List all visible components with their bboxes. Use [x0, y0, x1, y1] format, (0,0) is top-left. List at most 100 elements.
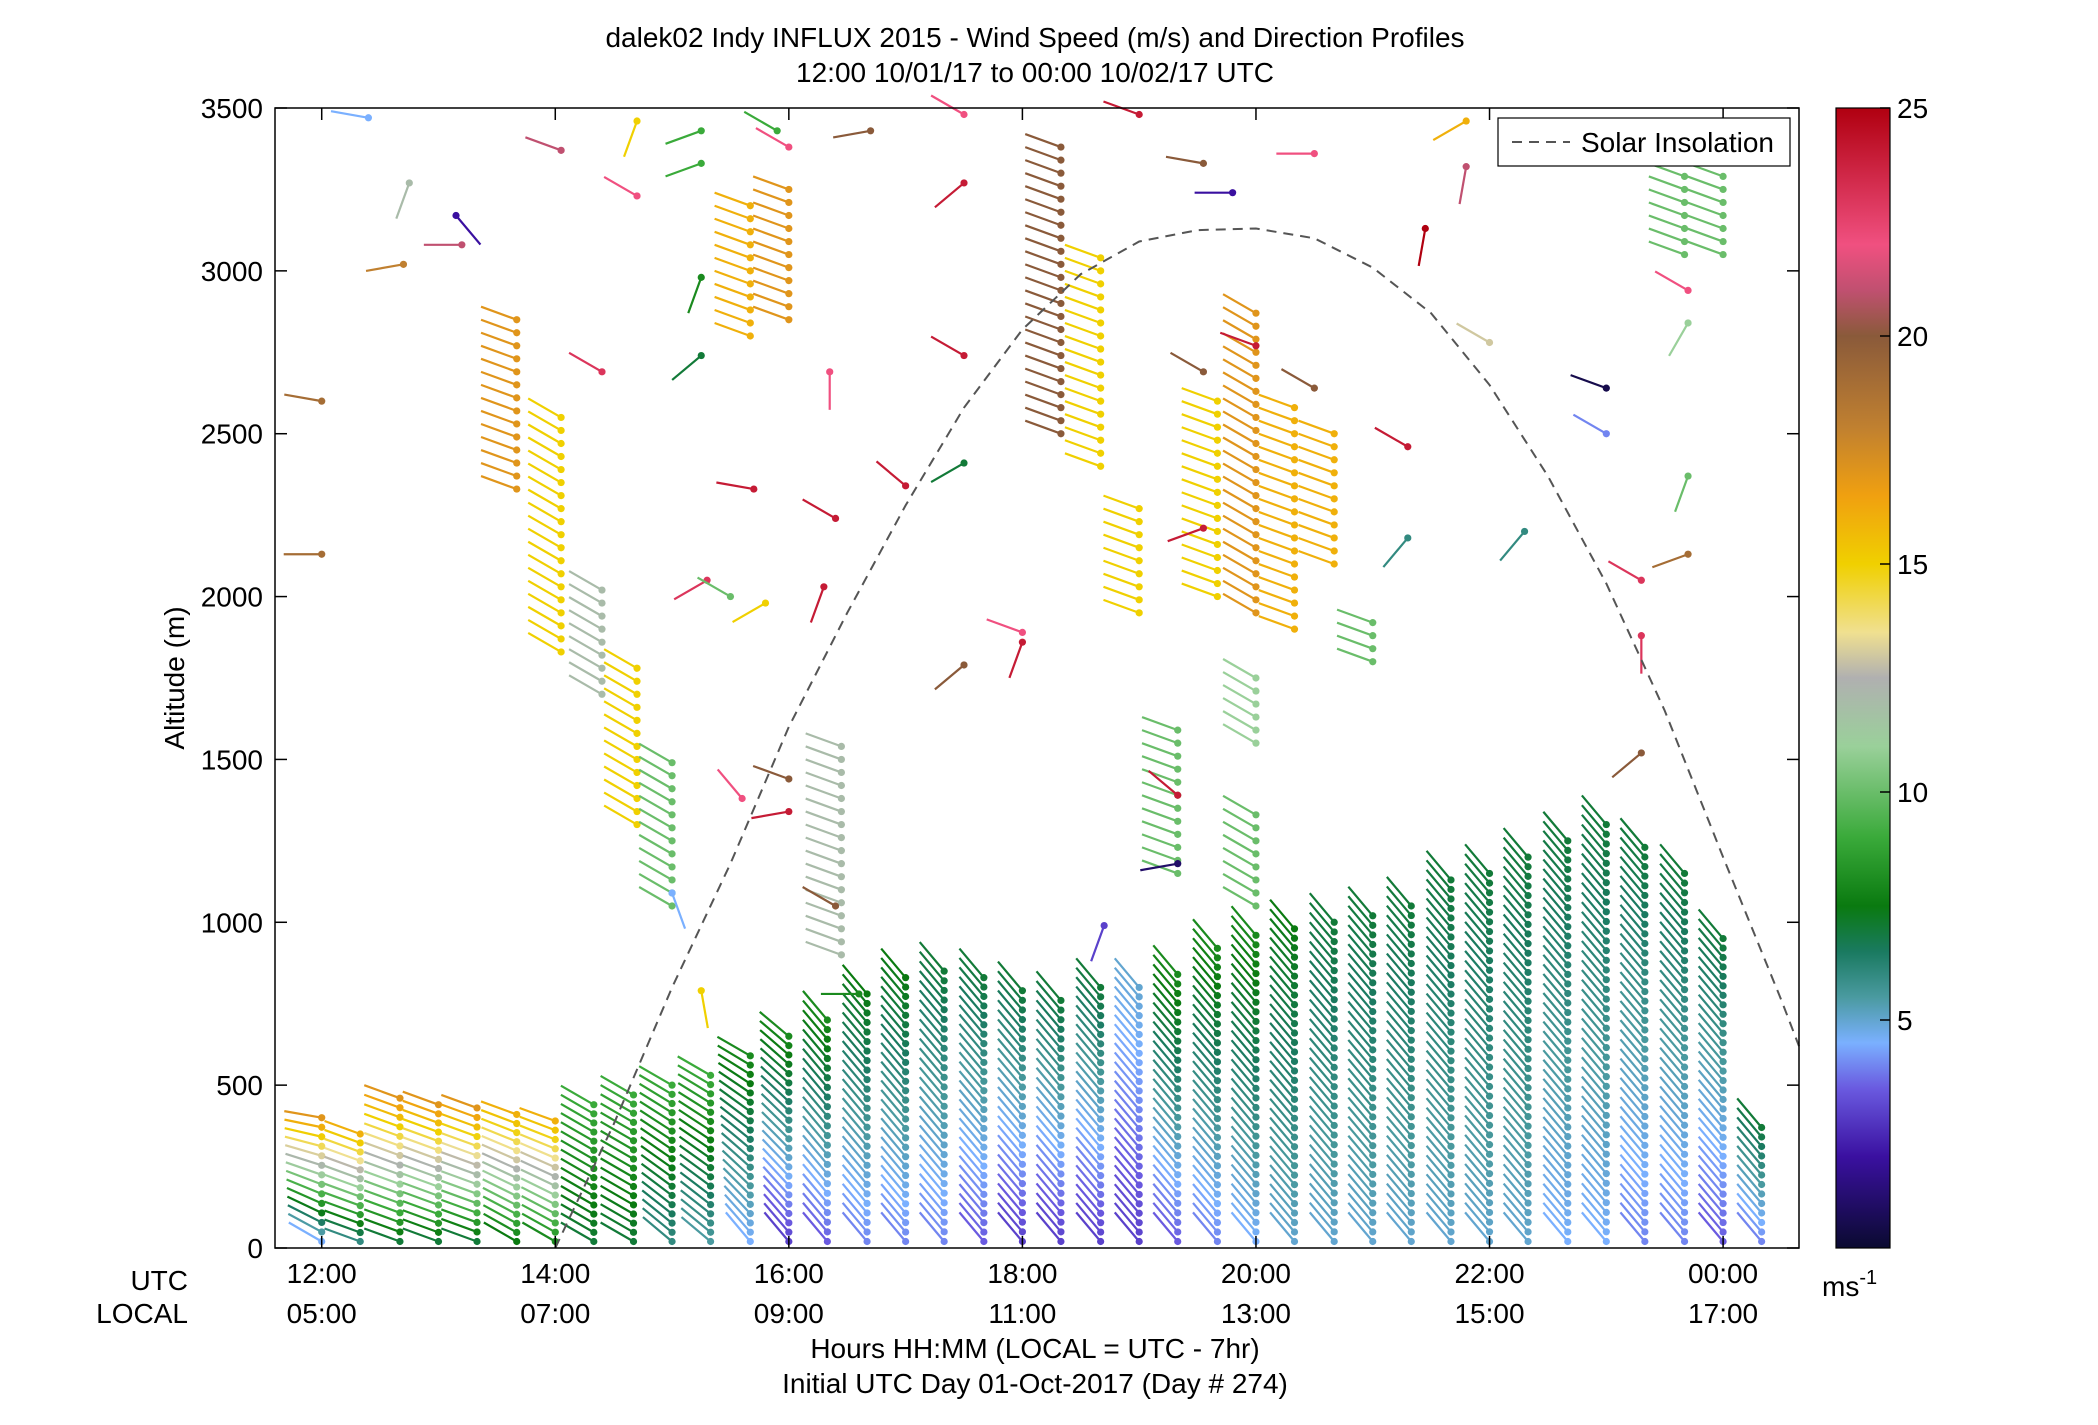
wind-barb-point — [1330, 1170, 1338, 1178]
wind-barb-shaft — [1464, 1095, 1491, 1126]
wind-barb-shaft — [678, 1100, 712, 1123]
wind-barb-shaft — [1697, 1003, 1724, 1034]
wind-barb-point — [1641, 978, 1649, 986]
wind-barb-point — [1524, 920, 1532, 929]
wind-barb-shaft — [1425, 907, 1452, 938]
wind-barb-shaft — [1152, 982, 1179, 1014]
wind-barb-point — [902, 1040, 910, 1048]
wind-barb-shaft — [1222, 579, 1257, 601]
wind-barb-point — [1564, 1199, 1572, 1207]
wind-barb-shaft — [1075, 1155, 1102, 1186]
wind-barb-shaft — [1648, 240, 1685, 256]
wind-barb-point — [1174, 1190, 1182, 1198]
wind-barb-shaft — [1619, 952, 1646, 983]
wind-barb-shaft — [603, 765, 638, 787]
wind-barb-shaft — [958, 1060, 985, 1092]
wind-barb-point — [863, 1161, 871, 1169]
wind-barb-shaft — [1581, 1105, 1608, 1136]
wind-barb-point — [1719, 991, 1727, 999]
wind-barb-point — [1057, 1006, 1065, 1014]
wind-barb-point — [1290, 1237, 1299, 1246]
wind-barb-point — [1330, 1025, 1338, 1033]
wind-barb-shaft — [482, 1169, 518, 1189]
wind-barb-shaft — [1035, 999, 1062, 1031]
wind-barb-point — [1252, 863, 1260, 871]
wind-barb-point — [863, 1085, 871, 1093]
wind-barb-point — [356, 1139, 364, 1147]
wind-barb-point — [863, 1180, 871, 1188]
wind-barb-point — [1290, 1124, 1299, 1132]
wind-barb-point — [551, 1210, 559, 1218]
wind-barb-point — [823, 1103, 831, 1111]
wind-barb-shaft — [440, 1170, 478, 1186]
wind-barb-point — [629, 1182, 638, 1191]
wind-barb-shaft — [1103, 494, 1140, 510]
wind-barb-shaft — [1464, 1056, 1491, 1088]
wind-barb-shaft — [603, 778, 638, 800]
wind-barb-shaft — [1230, 934, 1257, 965]
wind-barb-point — [1602, 1121, 1610, 1129]
wind-barb-shaft — [527, 540, 562, 562]
wind-barb-point — [1330, 1237, 1338, 1246]
wind-barb-point — [1097, 371, 1105, 379]
wind-barb-shaft — [841, 1068, 868, 1100]
wind-barb-point — [980, 1030, 988, 1038]
wind-barb-shaft — [639, 1127, 673, 1151]
wind-barb-shaft — [600, 1148, 635, 1170]
wind-barb-point — [1447, 1114, 1455, 1122]
wind-barb-point — [1719, 1105, 1727, 1113]
wind-barb-point — [1290, 521, 1299, 529]
wind-barb-shaft — [527, 566, 562, 588]
wind-barb-shaft — [603, 687, 638, 709]
wind-barb-shaft — [732, 602, 767, 624]
wind-barb-point — [629, 1091, 638, 1099]
wind-barb-shaft — [1619, 1192, 1646, 1223]
wind-barb-point — [1174, 1180, 1182, 1188]
wind-barb-shaft — [600, 1203, 635, 1225]
wind-barb-point — [831, 514, 840, 523]
wind-barb-shaft — [714, 243, 751, 259]
wind-barb-shaft — [520, 1159, 556, 1178]
wind-barb-shaft — [1075, 995, 1102, 1026]
wind-barb-shaft — [1230, 1192, 1257, 1224]
wind-barb-point — [1174, 791, 1182, 799]
wind-barb-shaft — [1103, 559, 1140, 575]
wind-barb-shaft — [638, 768, 673, 790]
wind-barb-shaft — [1697, 1154, 1724, 1186]
wind-barb-shaft — [1192, 1173, 1219, 1205]
wind-barb-point — [590, 1183, 598, 1191]
x-tick-label-utc: 14:00 — [520, 1258, 590, 1289]
wind-barb-shaft — [1347, 914, 1374, 946]
wind-barb-point — [590, 1210, 598, 1218]
wind-barb-shaft — [1024, 159, 1062, 175]
wind-barb-point — [1199, 159, 1208, 167]
wind-barb-shaft — [1619, 1067, 1646, 1099]
wind-barb-point — [1252, 960, 1260, 968]
wind-barb-shaft — [802, 1096, 829, 1127]
wind-barb-point — [1330, 1044, 1338, 1052]
wind-barb-shaft — [603, 674, 638, 696]
wind-barb-point — [1641, 1103, 1649, 1111]
wind-barb-point — [785, 290, 793, 298]
x-tick-label-utc: 20:00 — [1221, 1258, 1291, 1289]
wind-barb-point — [706, 1117, 715, 1126]
wind-barb-shaft — [997, 1211, 1024, 1243]
wind-barb-point — [863, 999, 871, 1008]
wind-barb-shaft — [1736, 1097, 1763, 1129]
wind-barb-shaft — [1347, 885, 1374, 917]
wind-barb-point — [940, 1237, 948, 1246]
wind-barb-shaft — [1464, 1143, 1491, 1175]
wind-barb-shaft — [1542, 915, 1569, 947]
wind-barb-shaft — [324, 1146, 361, 1162]
wind-barb-point — [668, 837, 676, 845]
wind-barb-point — [1680, 1189, 1689, 1197]
wind-barb-point — [318, 1180, 326, 1188]
wind-barb-shaft — [755, 127, 790, 149]
wind-barb-shaft — [1308, 1163, 1336, 1194]
wind-barb-shaft — [714, 282, 751, 298]
wind-barb-point — [1135, 1049, 1143, 1057]
wind-barb-point — [1097, 1200, 1105, 1208]
wind-barb-point — [1564, 894, 1572, 902]
wind-barb-shaft — [1502, 1057, 1529, 1089]
wind-barb-shaft — [1619, 1077, 1646, 1108]
